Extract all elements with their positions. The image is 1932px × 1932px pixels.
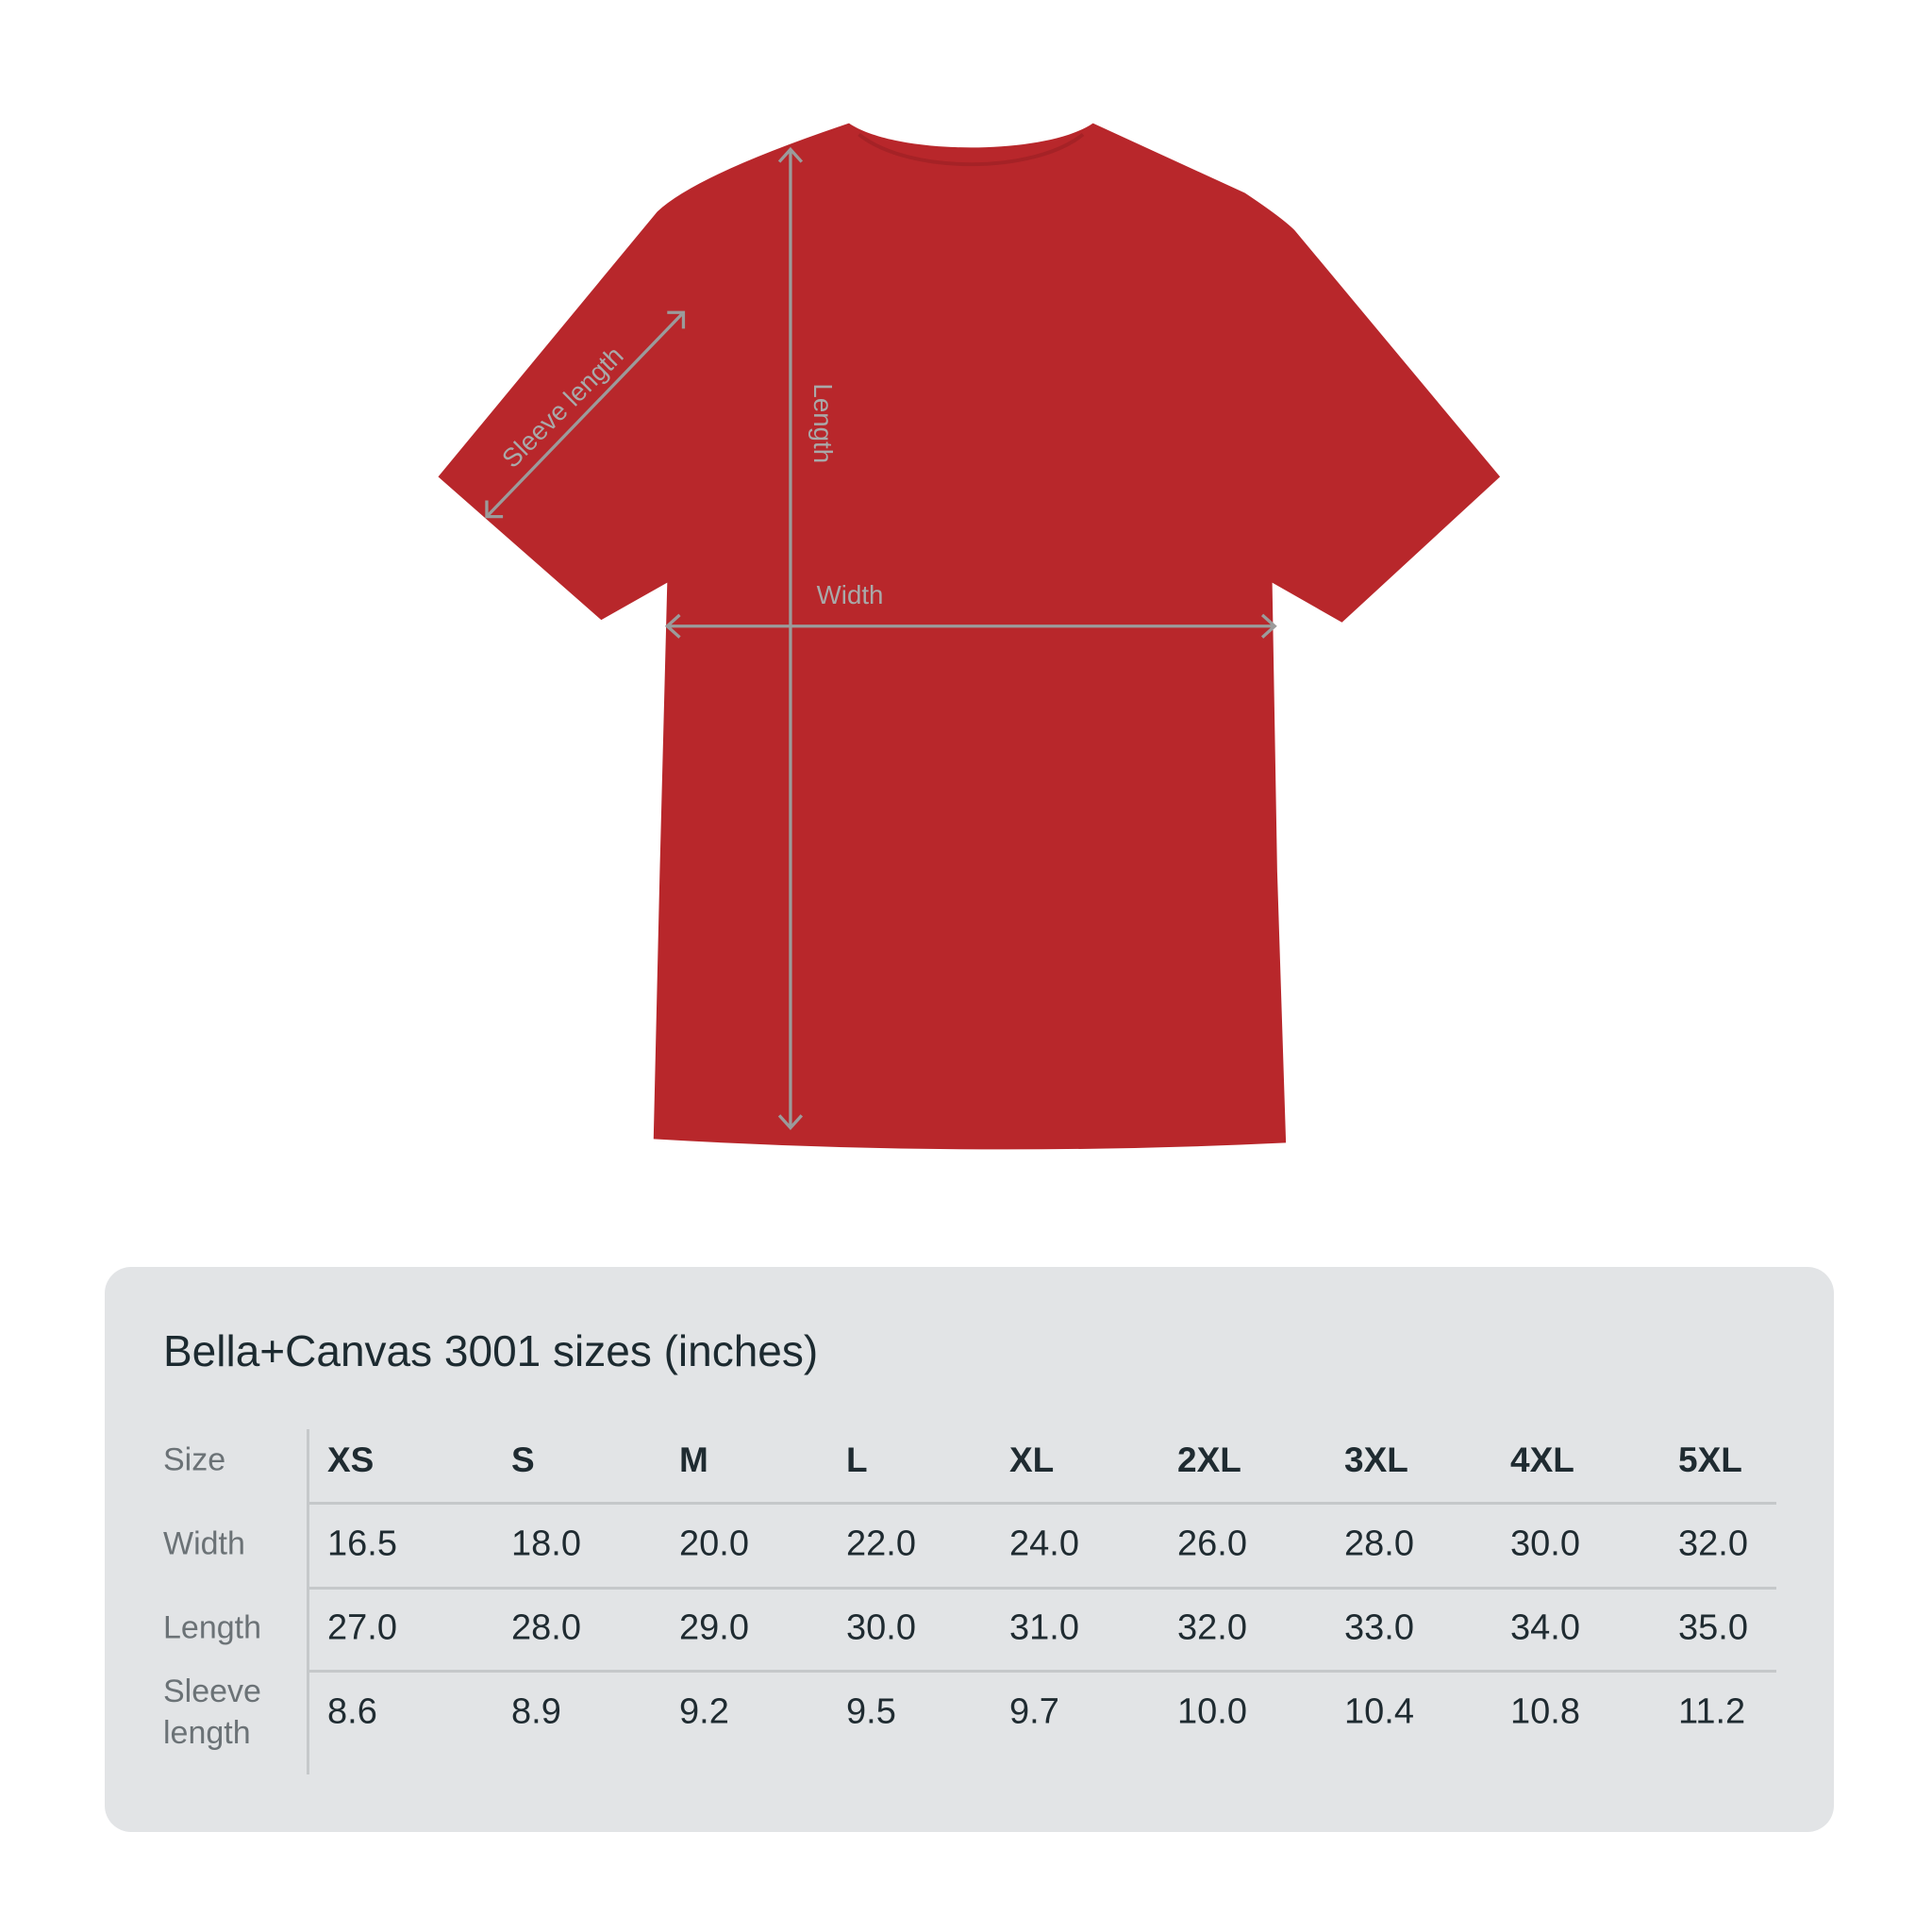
table-cell: 32.0 — [1678, 1524, 1748, 1564]
row-label: Size — [163, 1441, 226, 1478]
table-cell: 31.0 — [1009, 1607, 1079, 1648]
table-cell: 28.0 — [511, 1607, 581, 1648]
table-cell: 27.0 — [327, 1607, 397, 1648]
table-cell: 11.2 — [1678, 1691, 1746, 1732]
table-cell: 28.0 — [1344, 1524, 1414, 1564]
row-divider — [308, 1587, 1776, 1590]
table-cell: 29.0 — [679, 1607, 749, 1648]
row-label: Sleeve length — [163, 1674, 261, 1751]
table-cell: 10.8 — [1510, 1691, 1580, 1732]
size-header: 4XL — [1510, 1441, 1574, 1479]
table-cell: 20.0 — [679, 1524, 749, 1564]
table-cell: 9.5 — [846, 1691, 896, 1732]
table-cell: 30.0 — [846, 1607, 916, 1648]
table-cell: 10.4 — [1344, 1691, 1414, 1732]
sleeve-arrow — [485, 311, 685, 518]
row-label: Length — [163, 1609, 261, 1646]
neck-collar — [858, 132, 1085, 167]
size-header: 3XL — [1344, 1441, 1408, 1479]
column-divider — [307, 1429, 309, 1774]
size-header: XS — [327, 1441, 375, 1479]
table-cell: 9.7 — [1009, 1691, 1059, 1732]
table-cell: 16.5 — [327, 1524, 397, 1564]
width-label: Width — [817, 580, 884, 609]
table-cell: 34.0 — [1510, 1607, 1580, 1648]
table-cell: 24.0 — [1009, 1524, 1079, 1564]
table-cell: 30.0 — [1510, 1524, 1580, 1564]
table-cell: 9.2 — [679, 1691, 729, 1732]
table-cell: 33.0 — [1344, 1607, 1414, 1648]
length-label: Length — [808, 383, 838, 463]
table-cell: 8.9 — [511, 1691, 561, 1732]
measure-lines — [485, 146, 1277, 1131]
size-chart-title: Bella+Canvas 3001 sizes (inches) — [163, 1326, 819, 1375]
row-divider — [308, 1670, 1776, 1673]
table-cell: 32.0 — [1177, 1607, 1247, 1648]
table-cell: 8.6 — [327, 1691, 377, 1732]
size-header: S — [511, 1441, 535, 1479]
size-header: M — [679, 1441, 708, 1479]
table-cell: 35.0 — [1678, 1607, 1748, 1648]
table-cell: 26.0 — [1177, 1524, 1247, 1564]
table-cell: 22.0 — [846, 1524, 916, 1564]
size-header: 2XL — [1177, 1441, 1241, 1479]
row-divider — [308, 1502, 1776, 1505]
size-header: L — [846, 1441, 868, 1479]
table-cell: 18.0 — [511, 1524, 581, 1564]
tshirt-shape — [438, 123, 1501, 1150]
size-header: 5XL — [1678, 1441, 1742, 1479]
size-chart-card: Bella+Canvas 3001 sizes (inches) Size Wid… — [105, 1267, 1834, 1832]
table-cell: 10.0 — [1177, 1691, 1247, 1732]
row-label: Width — [163, 1525, 245, 1562]
size-header: XL — [1009, 1441, 1055, 1479]
